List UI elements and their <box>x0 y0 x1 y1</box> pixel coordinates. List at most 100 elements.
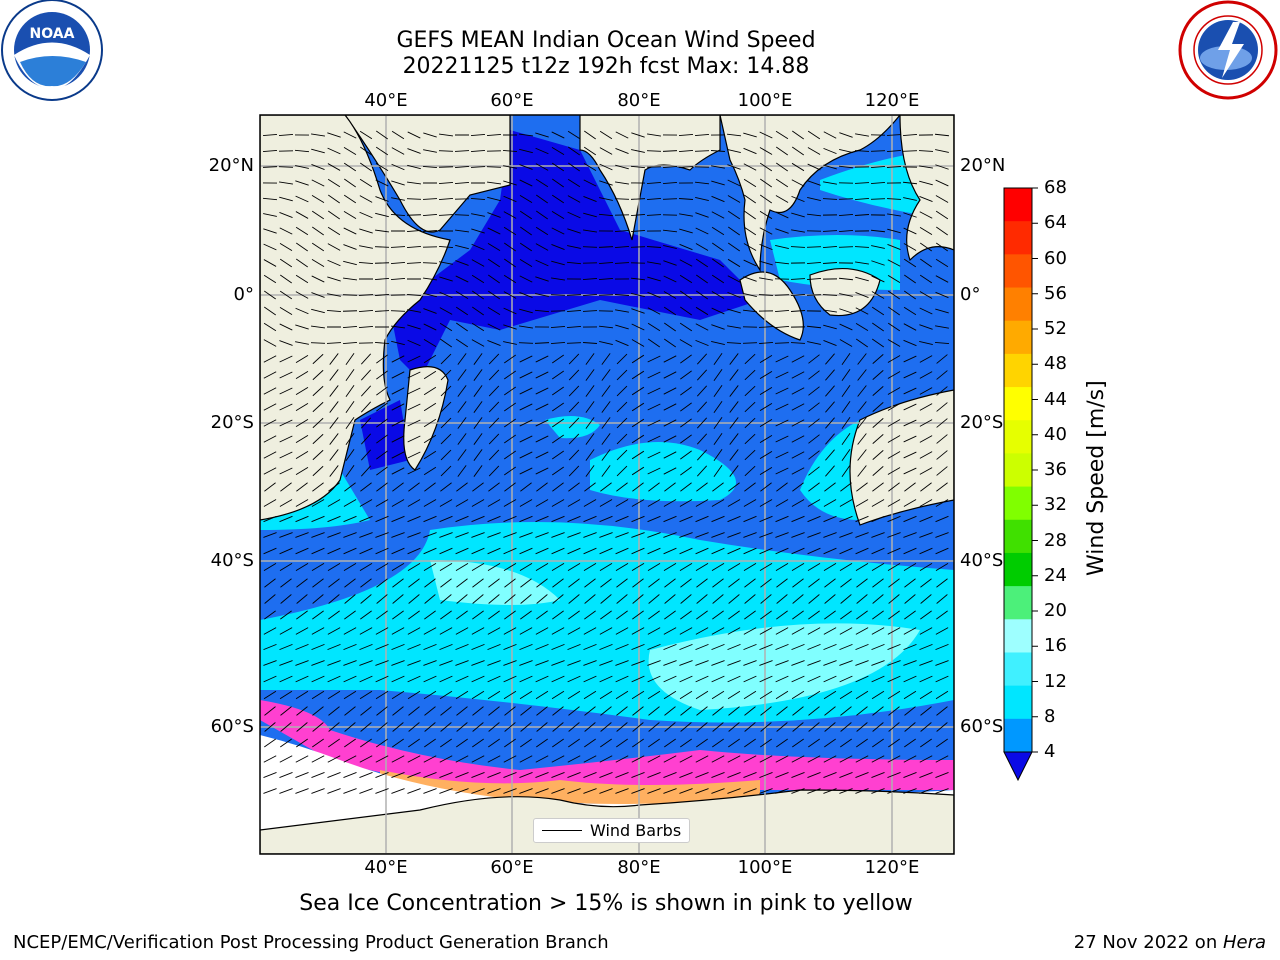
wind-barb <box>791 355 805 363</box>
wind-barb <box>440 369 452 381</box>
wind-barb <box>487 227 501 235</box>
wind-barb <box>694 150 710 152</box>
wind-barb <box>263 322 277 332</box>
wind-barb <box>311 133 325 137</box>
wind-barb <box>695 339 709 347</box>
wind-barb <box>695 690 709 700</box>
wind-barb <box>423 547 437 555</box>
wind-barb <box>728 722 740 732</box>
wind-barb <box>295 418 309 428</box>
wind-barb <box>391 755 405 763</box>
wind-barb <box>728 738 740 748</box>
wind-barb <box>359 755 373 763</box>
wind-barb <box>614 230 630 232</box>
wind-barb <box>312 385 324 397</box>
wind-barb <box>760 594 772 604</box>
wind-barb <box>695 258 709 268</box>
wind-barb <box>872 610 884 620</box>
wind-barb <box>871 515 885 523</box>
wind-barb <box>295 450 309 460</box>
wind-barb <box>791 515 805 523</box>
wind-barb <box>440 722 452 732</box>
wind-barb <box>454 165 470 169</box>
wind-barb <box>807 772 821 778</box>
wind-barb <box>536 706 548 716</box>
lat-tick-left: 0° <box>233 284 254 305</box>
wind-barb <box>887 243 901 251</box>
wind-barb <box>663 306 677 316</box>
wind-barb <box>600 594 612 604</box>
wind-barb <box>504 706 516 716</box>
wind-barb <box>263 690 277 700</box>
wind-barb <box>775 660 789 666</box>
wind-barb <box>585 353 595 365</box>
wind-barb <box>744 449 756 461</box>
wind-barb <box>615 532 629 538</box>
wind-barb <box>630 213 646 217</box>
wind-barb <box>616 465 628 477</box>
wind-barb <box>759 547 773 555</box>
wind-barb <box>599 660 613 666</box>
wind-barb <box>471 499 485 507</box>
wind-barb <box>825 449 835 461</box>
wind-barb <box>488 385 500 397</box>
wind-barb <box>535 403 549 411</box>
wind-barb <box>552 706 564 716</box>
chart-title-line2: 20221125 t12z 192h fcst Max: 14.88 <box>402 54 810 79</box>
wind-barb <box>663 627 677 635</box>
wind-barb <box>407 675 421 683</box>
wind-barb <box>871 788 885 794</box>
wind-barb <box>872 706 884 716</box>
wind-barb <box>503 274 517 284</box>
wind-barb <box>824 482 836 492</box>
wind-barb <box>678 149 694 153</box>
wind-barb <box>391 387 405 395</box>
wind-barb <box>344 610 356 620</box>
wind-barb <box>696 594 708 604</box>
wind-barb <box>343 194 357 204</box>
wind-barb <box>791 387 805 395</box>
wind-barb <box>759 434 773 444</box>
wind-barb <box>680 306 692 316</box>
wind-barb <box>582 278 598 280</box>
wind-barb <box>391 627 405 635</box>
wind-barb <box>775 387 789 395</box>
wind-barb <box>455 772 469 778</box>
wind-barb <box>807 499 821 507</box>
wind-barb <box>406 198 422 200</box>
wind-barb <box>327 243 341 251</box>
wind-barb <box>520 594 532 604</box>
wind-barb <box>776 594 788 604</box>
wind-barb <box>887 532 901 538</box>
wind-barb <box>631 354 645 364</box>
wind-barb <box>327 132 341 138</box>
wind-barb <box>312 594 324 604</box>
wind-barb <box>872 738 884 748</box>
wind-barb <box>903 675 917 683</box>
wind-barb <box>695 227 709 235</box>
wind-barb <box>311 547 325 555</box>
wind-barb <box>696 482 708 492</box>
wind-barb <box>631 132 645 138</box>
wind-barb <box>359 660 373 666</box>
wind-barb <box>503 660 517 666</box>
wind-barb <box>647 355 661 363</box>
wind-barb <box>344 482 356 492</box>
wind-barb <box>423 660 437 666</box>
wind-barb <box>424 578 436 588</box>
wind-barb <box>759 354 773 364</box>
wind-barb <box>744 722 756 732</box>
wind-barb <box>663 547 677 555</box>
wind-barb <box>534 342 550 344</box>
wind-barb <box>262 166 278 168</box>
wind-barb <box>329 449 339 461</box>
wind-barb <box>713 465 723 477</box>
wind-barb <box>279 660 293 666</box>
wind-barb <box>825 465 835 477</box>
wind-barb <box>919 371 933 379</box>
wind-barb <box>392 578 404 588</box>
wind-barb <box>440 578 452 588</box>
wind-barb <box>775 563 789 571</box>
wind-barb <box>519 643 533 651</box>
wind-barb <box>342 294 358 296</box>
